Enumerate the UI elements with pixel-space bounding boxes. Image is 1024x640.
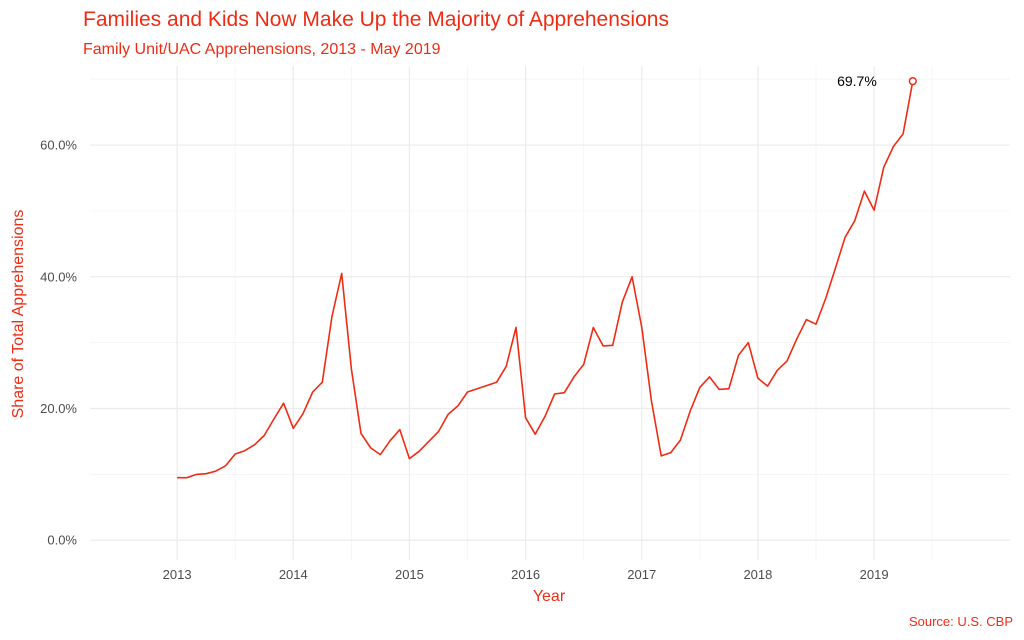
y-tick-label: 20.0% [40,401,77,416]
x-axis-ticks: 2013 2014 2015 2016 2017 2018 2019 [163,567,889,582]
x-tick-label: 2019 [860,567,889,582]
y-axis-ticks: 0.0% 20.0% 40.0% 60.0% [40,138,77,548]
source-caption: Source: U.S. CBP [909,614,1013,629]
x-tick-label: 2013 [163,567,192,582]
x-tick-label: 2016 [511,567,540,582]
y-axis-title: Share of Total Apprehensions [10,210,27,419]
y-tick-label: 60.0% [40,138,77,153]
x-axis-title: Year [533,588,566,605]
x-tick-label: 2017 [627,567,656,582]
y-tick-label: 0.0% [47,533,77,548]
series-layer [177,76,917,479]
x-tick-label: 2014 [279,567,308,582]
chart-title: Families and Kids Now Make Up the Majori… [83,8,669,31]
series-line [177,80,914,479]
last-value-label: 69.7% [837,73,877,89]
x-tick-label: 2018 [743,567,772,582]
y-tick-label: 40.0% [40,269,77,284]
grid-lines [90,66,1010,560]
x-tick-label: 2015 [395,567,424,582]
chart-subtitle: Family Unit/UAC Apprehensions, 2013 - Ma… [83,41,441,58]
last-point-marker [908,76,917,86]
